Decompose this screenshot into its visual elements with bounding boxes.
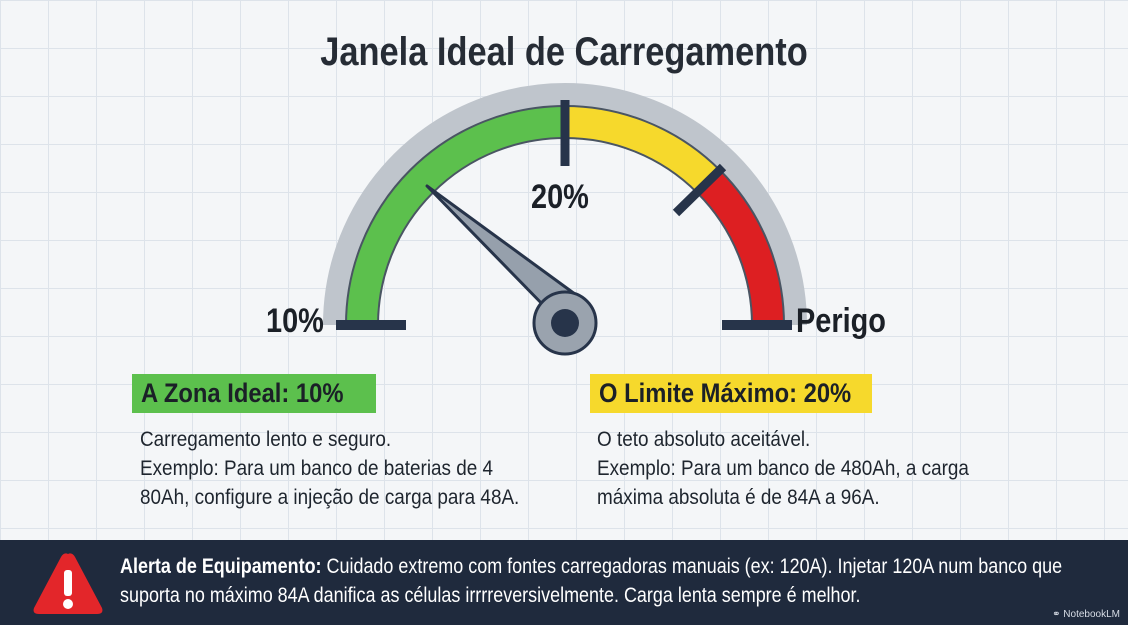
- gauge-needle: [425, 184, 598, 356]
- zone-limit-heading: O Limite Máximo: 20%: [590, 374, 872, 413]
- alert-text: Cuidado extremo com fontes carregadoras …: [120, 555, 1063, 607]
- zone-ideal-heading: A Zona Ideal: 10%: [132, 374, 376, 413]
- brand-watermark: ⚭ NotebookLM: [1052, 609, 1120, 620]
- gauge-zone-green: [346, 106, 566, 326]
- zone-limit-body: O teto absoluto aceitável. Exemplo: Para…: [597, 428, 969, 509]
- gauge-label-max: Perigo: [796, 302, 886, 340]
- gauge-label-min: 10%: [266, 302, 324, 340]
- gauge-zone-red: [696, 170, 784, 326]
- page-title: Janela Ideal de Carregamento: [320, 30, 808, 74]
- gauge-label-mid: 20%: [531, 178, 589, 216]
- alert-label: Alerta de Equipamento:: [120, 555, 322, 578]
- brand-icon: ⚭: [1052, 609, 1061, 620]
- gauge-zone-yellow: [564, 106, 720, 194]
- gauge-tick-danger: [672, 163, 727, 217]
- warning-icon: [33, 553, 103, 614]
- alert-message: Alerta de Equipamento: Cuidado extremo c…: [120, 552, 1078, 610]
- zone-ideal-body: Carregamento lento e seguro. Exemplo: Pa…: [140, 428, 520, 509]
- equipment-alert-banner: Alerta de Equipamento: Cuidado extremo c…: [0, 540, 1128, 625]
- charging-gauge: [323, 83, 807, 356]
